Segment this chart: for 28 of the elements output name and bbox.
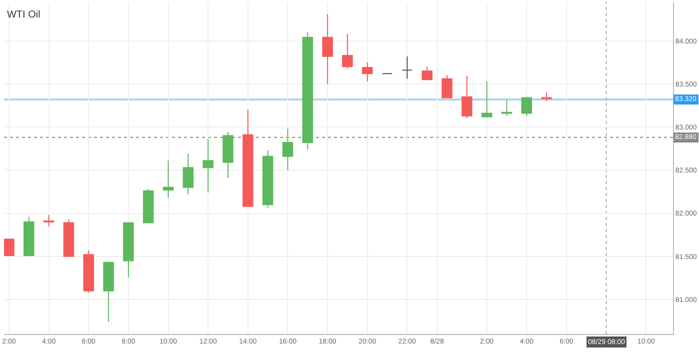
candlestick [521,96,532,116]
candlestick [302,32,314,150]
candlestick [103,262,114,322]
candlestick [222,132,234,178]
text: WTI Oil [6,10,40,21]
candlestick [202,138,214,194]
candlestick [442,74,452,98]
candlestick [462,76,472,119]
candlestick [501,100,512,116]
candlestick [43,214,54,227]
candlestick [322,14,333,84]
candlestick [342,33,353,69]
candlestick [83,250,94,294]
candlestick [262,150,274,209]
candlestick [123,222,134,278]
candlestick [242,109,254,207]
candlestick [481,80,492,118]
candlestick [541,92,552,102]
candlestick [63,218,74,257]
candlestick [4,238,14,256]
candlestick [162,160,174,198]
candlestick [422,66,432,80]
candlestick [402,56,413,80]
candlestick [362,62,373,82]
candlestick [182,153,194,195]
candlestick [282,128,294,171]
candlestick [142,188,154,224]
candlestick [24,216,34,256]
